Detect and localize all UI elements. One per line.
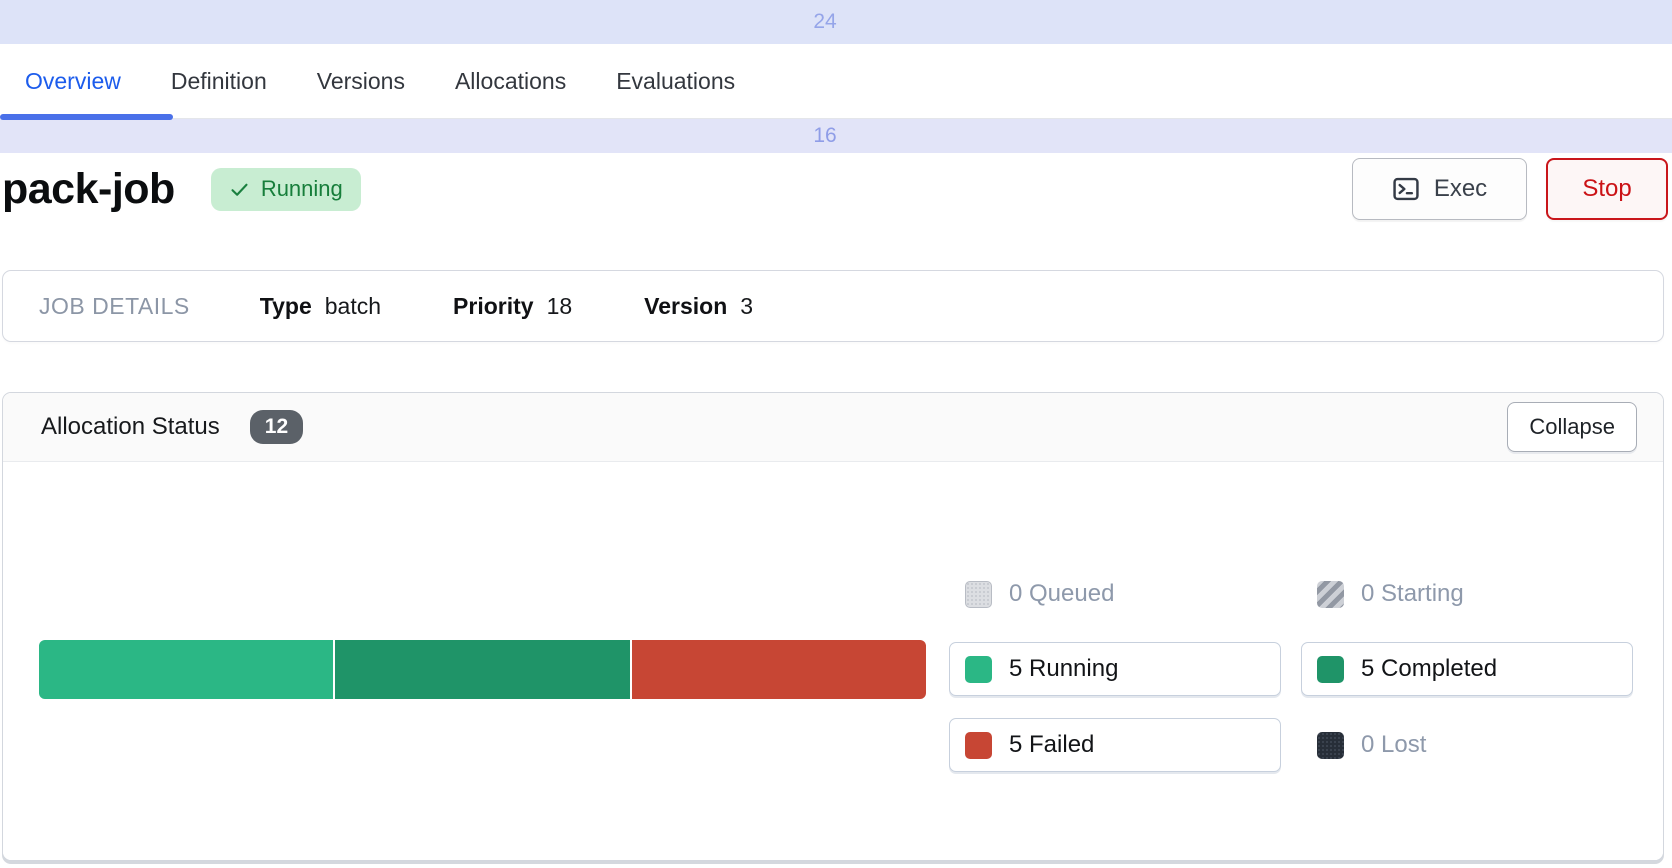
tab-bar: Overview Definition Versions Allocations… xyxy=(0,44,1672,120)
tab-overview[interactable]: Overview xyxy=(25,67,121,94)
legend-label-starting: 0 Starting xyxy=(1361,580,1464,607)
tab-evaluations[interactable]: Evaluations xyxy=(616,67,736,94)
allocation-legend: 0 Queued 0 Starting 5 Running 5 Complete… xyxy=(949,580,1633,772)
allocation-count-badge: 12 xyxy=(249,410,304,444)
job-detail-type: Type batch xyxy=(260,293,381,320)
measure-bar-top: 24 xyxy=(0,0,1672,44)
allocation-status-title: Allocation Status xyxy=(41,413,220,440)
queued-swatch-icon xyxy=(965,580,992,608)
stop-button-label: Stop xyxy=(1582,175,1632,202)
starting-swatch-icon xyxy=(1317,580,1344,608)
bar-segment-failed[interactable] xyxy=(631,640,926,699)
lost-swatch-icon xyxy=(1317,731,1344,759)
terminal-icon xyxy=(1393,177,1419,201)
legend-label-completed: 5 Completed xyxy=(1361,655,1498,682)
legend-label-lost: 0 Lost xyxy=(1361,731,1427,758)
active-tab-underline xyxy=(0,114,173,120)
job-detail-type-value: batch xyxy=(324,292,382,319)
legend-item-queued: 0 Queued xyxy=(949,580,1281,608)
legend-item-running[interactable]: 5 Running xyxy=(949,642,1281,696)
legend-item-failed[interactable]: 5 Failed xyxy=(949,718,1281,772)
legend-item-lost: 0 Lost xyxy=(1301,718,1633,772)
exec-button-label: Exec xyxy=(1433,175,1488,202)
tab-versions[interactable]: Versions xyxy=(316,67,405,94)
legend-label-running: 5 Running xyxy=(1009,655,1119,682)
job-detail-version: Version 3 xyxy=(644,293,753,320)
allocation-status-header: Allocation Status 12 Collapse xyxy=(3,393,1663,462)
check-icon xyxy=(231,183,248,196)
exec-button[interactable]: Exec xyxy=(1352,158,1527,220)
page-title: pack-job xyxy=(2,164,175,213)
allocation-status-chart: 0 Queued 0 Starting 5 Running 5 Complete… xyxy=(3,462,1663,860)
legend-label-queued: 0 Queued xyxy=(1009,580,1115,607)
legend-item-starting: 0 Starting xyxy=(1301,580,1633,608)
job-detail-version-value: 3 xyxy=(740,292,754,319)
legend-item-completed[interactable]: 5 Completed xyxy=(1301,642,1633,696)
bar-segment-completed[interactable] xyxy=(335,640,630,699)
job-detail-type-label: Type xyxy=(259,292,312,319)
status-badge: Running xyxy=(210,167,361,211)
job-detail-priority: Priority 18 xyxy=(453,293,572,320)
measure-bar-middle: 16 xyxy=(0,119,1672,153)
bar-segment-running[interactable] xyxy=(39,640,334,699)
job-detail-priority-label: Priority xyxy=(453,292,534,319)
legend-label-failed: 5 Failed xyxy=(1009,731,1095,758)
tab-allocations[interactable]: Allocations xyxy=(454,67,567,94)
completed-swatch-icon xyxy=(1317,655,1344,683)
running-swatch-icon xyxy=(965,655,992,683)
job-details-panel: JOB DETAILS Type batch Priority 18 Versi… xyxy=(2,270,1664,342)
collapse-button-label: Collapse xyxy=(1529,414,1615,439)
tab-definition[interactable]: Definition xyxy=(170,67,267,94)
failed-swatch-icon xyxy=(965,731,992,759)
job-details-section-label: JOB DETAILS xyxy=(39,292,190,319)
stop-button[interactable]: Stop xyxy=(1546,158,1668,220)
measure-bar-middle-value: 16 xyxy=(813,124,837,147)
measure-bar-top-value: 24 xyxy=(813,10,837,33)
status-badge-label: Running xyxy=(260,176,343,201)
allocation-stacked-bar xyxy=(39,640,926,699)
collapse-button[interactable]: Collapse xyxy=(1507,402,1637,452)
job-detail-priority-value: 18 xyxy=(546,292,573,319)
allocation-status-panel: Allocation Status 12 Collapse 0 Queued 0… xyxy=(2,392,1664,861)
job-detail-version-label: Version xyxy=(644,292,728,319)
job-header: pack-job Running Exec Stop xyxy=(0,153,1672,270)
